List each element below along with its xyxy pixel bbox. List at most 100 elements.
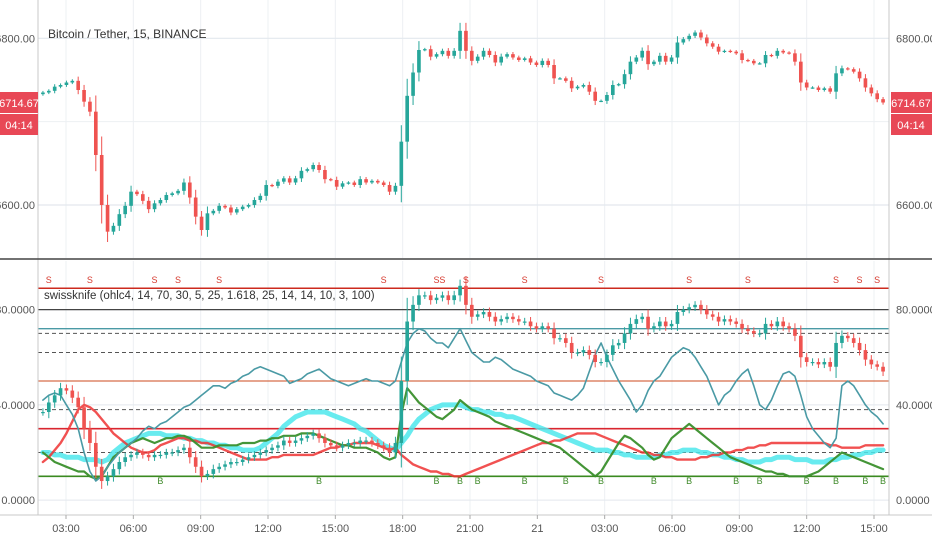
buy-signal-label: B (686, 476, 692, 486)
sell-signal-label: S (434, 275, 440, 285)
oscillator-candle (417, 295, 421, 305)
oscillator-candle (252, 454, 257, 458)
signal-markers: S S S S S S S S S S S S S S S SB B B B B B B B B B B B B B B B (46, 275, 886, 486)
oscillator-candle (370, 440, 374, 443)
price-axis-tick-right: 6600.00 (896, 200, 932, 212)
buy-signal-label: B (457, 476, 463, 486)
price-pane[interactable] (38, 0, 889, 258)
oscillator-candle (845, 335, 850, 339)
oscillator-candle (405, 321, 410, 382)
buy-signal-label: B (733, 476, 739, 486)
price-candle (328, 179, 333, 181)
price-candle (193, 197, 198, 217)
oscillator-candle (152, 454, 157, 458)
oscillator-candle (763, 323, 768, 334)
sell-signal-label: S (874, 275, 880, 285)
price-candle (276, 181, 280, 186)
oscillator-candle (182, 447, 186, 451)
oscillator-candle (810, 362, 815, 364)
oscillator-candle (775, 321, 780, 327)
oscillator-candle (199, 466, 204, 477)
price-candle (546, 60, 551, 65)
buy-signal-label: B (757, 476, 763, 486)
indicator-pane[interactable] (38, 260, 889, 515)
sell-signal-label: S (381, 275, 387, 285)
price-candle (787, 52, 791, 54)
oscillator-candle (622, 333, 627, 343)
price-candle (522, 58, 527, 60)
price-candle (869, 87, 874, 94)
symbol-title: Bitcoin / Tether, 15, BINANCE (48, 27, 207, 41)
oscillator-candle (687, 307, 692, 310)
price-candle (587, 85, 592, 92)
price-badge-right: 6714.67 (891, 92, 932, 113)
price-candle (516, 57, 521, 60)
oscillator-candle (751, 331, 756, 334)
price-candle (105, 205, 110, 232)
price-candle (58, 85, 63, 87)
price-badge-left: 6714.67 (0, 92, 39, 113)
oscillator-candle (610, 345, 615, 355)
oscillator-candle (704, 309, 709, 315)
oscillator-candle (440, 295, 445, 298)
oscillator-candle (528, 321, 533, 327)
oscillator-series (40, 327, 886, 482)
price-candle (281, 178, 286, 182)
price-candle (734, 51, 739, 54)
price-badge-right-bg (891, 92, 932, 113)
oscillator-candle (93, 442, 98, 467)
price-candle (722, 50, 727, 53)
oscillator-candle (552, 328, 556, 339)
oscillator-candle (863, 350, 868, 360)
oscillator-candle (41, 412, 45, 414)
oscillator-candle (358, 440, 363, 443)
price-candle (187, 182, 192, 198)
price-candle (293, 178, 298, 183)
oscillator-candle (816, 362, 821, 365)
oscillator-candle (264, 450, 269, 453)
price-candle (687, 35, 692, 40)
price-candle (552, 65, 556, 79)
price-candle (610, 85, 615, 95)
price-candle (652, 61, 656, 65)
sell-signal-label: S (745, 275, 751, 285)
oscillator-candle (740, 323, 744, 329)
oscillator-candle (663, 321, 668, 327)
price-candle (299, 170, 304, 179)
sell-signal-label: S (439, 275, 445, 285)
price-candle (857, 71, 862, 79)
buy-signal-label: B (651, 476, 657, 486)
price-candle (710, 43, 715, 47)
oscillator-candle (205, 473, 210, 477)
oscillator-line-1 (42, 327, 884, 482)
oscillator-candle (129, 454, 133, 458)
oscillator-candle (452, 295, 457, 301)
oscillator-candle (616, 342, 621, 346)
oscillator-candle (716, 316, 721, 322)
oscillator-candle (669, 323, 674, 327)
oscillator-candle (746, 328, 750, 332)
oscillator-candle (170, 452, 175, 454)
price-candle (240, 206, 245, 210)
oscillator-candle (217, 466, 222, 470)
oscillator-candle (58, 388, 63, 396)
price-candle (64, 82, 69, 85)
oscillator-candle (599, 362, 603, 364)
oscillator-candle (187, 447, 192, 458)
oscillator-candle (857, 342, 862, 351)
oscillator-candle (164, 452, 169, 455)
oscillator-candle (399, 381, 404, 443)
price-candle (840, 68, 844, 74)
price-candle (146, 200, 151, 210)
buy-signal-label: B (804, 476, 810, 486)
oscillator-candle (135, 452, 139, 455)
oscillator-candle (834, 342, 838, 367)
price-candle (399, 141, 404, 186)
time-axis-tick: 06:00 (120, 523, 148, 535)
oscillator-candle (757, 333, 762, 335)
price-candle (446, 50, 451, 56)
price-candle (375, 180, 380, 183)
price-candle (751, 60, 756, 64)
